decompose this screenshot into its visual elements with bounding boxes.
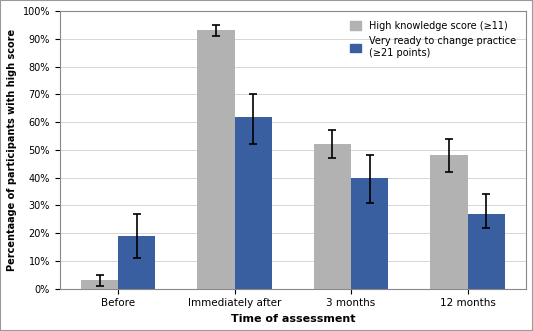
Bar xyxy=(197,30,235,289)
Bar xyxy=(81,280,118,289)
Bar xyxy=(235,117,272,289)
Y-axis label: Percentaage of participants with high score: Percentaage of participants with high sc… xyxy=(7,29,17,271)
X-axis label: Time of assessment: Time of assessment xyxy=(231,314,355,324)
Bar xyxy=(430,156,467,289)
Bar xyxy=(314,144,351,289)
Bar xyxy=(351,178,389,289)
Legend: High knowledge score (≥11), Very ready to change practice
(≥21 points): High knowledge score (≥11), Very ready t… xyxy=(345,16,521,63)
Bar xyxy=(118,236,156,289)
Bar xyxy=(467,214,505,289)
